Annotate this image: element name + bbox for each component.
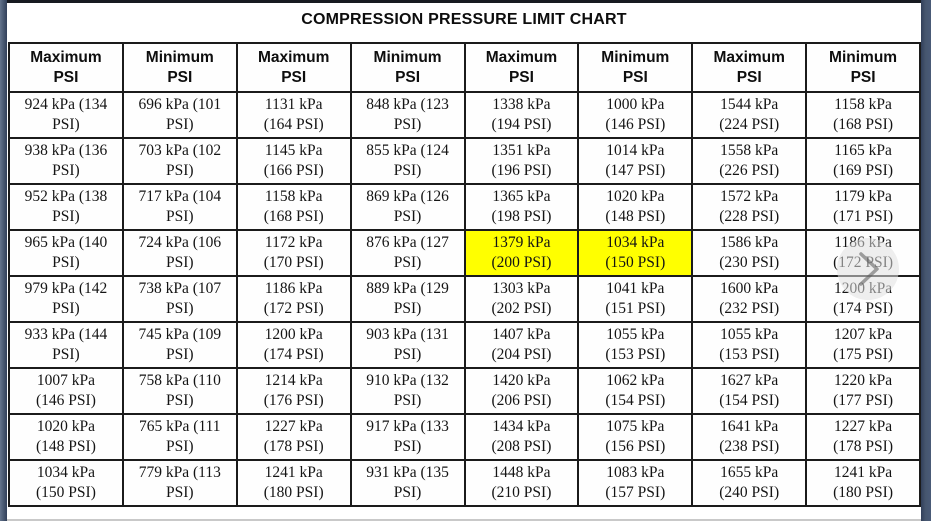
pressure-cell: 724 kPa (106 PSI) [121,229,238,277]
column-header: Minimum PSI [121,42,238,93]
pressure-cell: 1055 kPa (153 PSI) [691,321,808,369]
pressure-cell: 1365 kPa (198 PSI) [463,183,580,231]
pressure-cell: 1227 kPa (178 PSI) [235,413,352,461]
pressure-cell: 1158 kPa (168 PSI) [805,91,921,139]
pressure-cell: 1041 kPa (151 PSI) [577,275,694,323]
pressure-cell: 1338 kPa (194 PSI) [463,91,580,139]
column-header: Minimum PSI [577,42,694,93]
pressure-cell: 1186 kPa (172 PSI) [235,275,352,323]
pressure-cell: 1000 kPa (146 PSI) [577,91,694,139]
pressure-cell: 1303 kPa (202 PSI) [463,275,580,323]
pressure-cell: 889 kPa (129 PSI) [349,275,466,323]
table-header-row: Maximum PSI Minimum PSI Maximum PSI Minimum… [8,42,921,93]
table-row: 1007 kPa (146 PSI) 758 kPa (110 PSI) 1214 … [8,367,921,415]
table-row: 965 kPa (140 PSI) 724 kPa (106 PSI) 1172 k… [8,229,921,277]
pressure-cell: 1351 kPa (196 PSI) [463,137,580,185]
pressure-table: Maximum PSI Minimum PSI Maximum PSI Minimum… [8,42,921,507]
pressure-cell: 1600 kPa (232 PSI) [691,275,808,323]
pressure-cell: 1145 kPa (166 PSI) [235,137,352,185]
pressure-cell: 1241 kPa (180 PSI) [805,459,921,507]
pressure-cell: 1158 kPa (168 PSI) [235,183,352,231]
pressure-cell: 965 kPa (140 PSI) [8,229,124,277]
pressure-cell: 933 kPa (144 PSI) [8,321,124,369]
left-border-bar [0,0,7,521]
pressure-cell: 1131 kPa (164 PSI) [235,91,352,139]
pressure-cell: 1220 kPa (177 PSI) [805,367,921,415]
table-row: 1020 kPa (148 PSI) 765 kPa (111 PSI) 1227 … [8,413,921,461]
pressure-cell-highlighted: 1379 kPa (200 PSI) [463,229,580,277]
pressure-cell: 1448 kPa (210 PSI) [463,459,580,507]
column-header: Minimum PSI [349,42,466,93]
pressure-cell: 917 kPa (133 PSI) [349,413,466,461]
pressure-cell: 1020 kPa (148 PSI) [8,413,124,461]
pressure-cell: 869 kPa (126 PSI) [349,183,466,231]
pressure-cell: 1172 kPa (170 PSI) [235,229,352,277]
pressure-cell: 1407 kPa (204 PSI) [463,321,580,369]
column-header: Maximum PSI [8,42,124,93]
top-border-line [7,0,921,3]
pressure-cell: 1434 kPa (208 PSI) [463,413,580,461]
chevron-right-icon [859,252,879,286]
pressure-cell: 1165 kPa (169 PSI) [805,137,921,185]
pressure-cell: 910 kPa (132 PSI) [349,367,466,415]
pressure-cell: 1034 kPa (150 PSI) [8,459,124,507]
column-header: Minimum PSI [805,42,921,93]
pressure-cell: 931 kPa (135 PSI) [349,459,466,507]
column-header: Maximum PSI [463,42,580,93]
pressure-cell: 758 kPa (110 PSI) [121,367,238,415]
pressure-cell: 1200 kPa (174 PSI) [235,321,352,369]
pressure-cell: 738 kPa (107 PSI) [121,275,238,323]
carousel-next-button[interactable] [837,238,899,300]
pressure-cell: 1586 kPa (230 PSI) [691,229,808,277]
column-header: Maximum PSI [235,42,352,93]
pressure-cell: 696 kPa (101 PSI) [121,91,238,139]
pressure-cell: 1020 kPa (148 PSI) [577,183,694,231]
right-border-bar [921,0,931,521]
table-row: 933 kPa (144 PSI) 745 kPa (109 PSI) 1200 k… [8,321,921,369]
pressure-cell: 1179 kPa (171 PSI) [805,183,921,231]
pressure-cell: 1641 kPa (238 PSI) [691,413,808,461]
pressure-cell: 1055 kPa (153 PSI) [577,321,694,369]
pressure-cell-highlighted: 1034 kPa (150 PSI) [577,229,694,277]
table-row: 1034 kPa (150 PSI) 779 kPa (113 PSI) 1241 … [8,459,921,507]
pressure-cell: 1558 kPa (226 PSI) [691,137,808,185]
pressure-cell: 924 kPa (134 PSI) [8,91,124,139]
pressure-cell: 1420 kPa (206 PSI) [463,367,580,415]
table-row: 924 kPa (134 PSI) 696 kPa (101 PSI) 1131 k… [8,91,921,139]
table-body: 924 kPa (134 PSI) 696 kPa (101 PSI) 1131 k… [8,91,921,507]
column-header: Maximum PSI [691,42,808,93]
pressure-cell: 745 kPa (109 PSI) [121,321,238,369]
table-row: 938 kPa (136 PSI) 703 kPa (102 PSI) 1145 k… [8,137,921,185]
pressure-cell: 938 kPa (136 PSI) [8,137,124,185]
pressure-cell: 1655 kPa (240 PSI) [691,459,808,507]
pressure-cell: 1544 kPa (224 PSI) [691,91,808,139]
pressure-cell: 855 kPa (124 PSI) [349,137,466,185]
pressure-cell: 1227 kPa (178 PSI) [805,413,921,461]
pressure-cell: 1214 kPa (176 PSI) [235,367,352,415]
pressure-cell: 903 kPa (131 PSI) [349,321,466,369]
page-title: COMPRESSION PRESSURE LIMIT CHART [301,11,627,28]
pressure-cell: 848 kPa (123 PSI) [349,91,466,139]
pressure-cell: 952 kPa (138 PSI) [8,183,124,231]
pressure-cell: 1627 kPa (154 PSI) [691,367,808,415]
pressure-cell: 765 kPa (111 PSI) [121,413,238,461]
pressure-cell: 876 kPa (127 PSI) [349,229,466,277]
pressure-cell: 1062 kPa (154 PSI) [577,367,694,415]
pressure-cell: 979 kPa (142 PSI) [8,275,124,323]
pressure-cell: 1075 kPa (156 PSI) [577,413,694,461]
pressure-cell: 1083 kPa (157 PSI) [577,459,694,507]
table-row: 979 kPa (142 PSI) 738 kPa (107 PSI) 1186 k… [8,275,921,323]
pressure-cell: 1241 kPa (180 PSI) [235,459,352,507]
pressure-cell: 779 kPa (113 PSI) [121,459,238,507]
pressure-cell: 703 kPa (102 PSI) [121,137,238,185]
pressure-cell: 1207 kPa (175 PSI) [805,321,921,369]
pressure-cell: 1007 kPa (146 PSI) [8,367,124,415]
table-row: 952 kPa (138 PSI) 717 kPa (104 PSI) 1158 k… [8,183,921,231]
pressure-cell: 717 kPa (104 PSI) [121,183,238,231]
pressure-cell: 1572 kPa (228 PSI) [691,183,808,231]
bottom-border-line [7,519,921,521]
pressure-cell: 1014 kPa (147 PSI) [577,137,694,185]
